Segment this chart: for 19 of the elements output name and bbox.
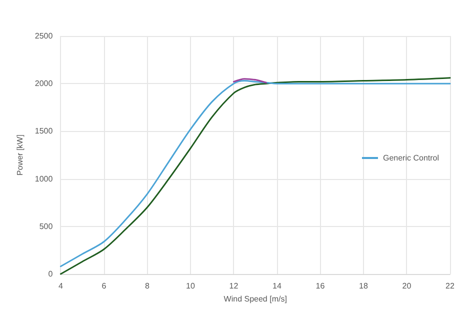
x-tick-label: 4 xyxy=(58,282,64,290)
y-tick-label: 1500 xyxy=(34,126,54,136)
x-tick-label: 16 xyxy=(316,282,326,290)
legend-label: Generic Control xyxy=(382,154,440,162)
x-tick-label: 18 xyxy=(359,282,368,290)
x-tick-label: 8 xyxy=(144,282,150,290)
y-axis-title: Power [kW] xyxy=(16,134,24,176)
y-tick-label: 1000 xyxy=(34,174,54,184)
x-tick-label: 10 xyxy=(186,282,196,290)
x-tick-label: 12 xyxy=(229,282,239,290)
y-tick-label: 2500 xyxy=(34,32,54,40)
x-tick-label: 14 xyxy=(272,282,282,290)
y-tick-label: 0 xyxy=(48,270,54,278)
y-tick-label: 500 xyxy=(39,222,54,231)
y-tick-label: 2000 xyxy=(34,79,54,88)
x-tick-label: 20 xyxy=(402,282,412,290)
x-tick-label: 6 xyxy=(102,282,107,290)
x-axis-title: Wind Speed [m/s] xyxy=(224,294,287,304)
x-tick-label: 22 xyxy=(446,282,455,290)
